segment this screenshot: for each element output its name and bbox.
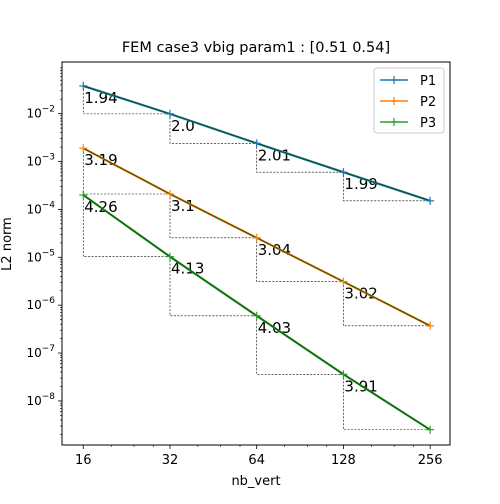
data-point [339,277,348,286]
legend-label: P1 [420,74,436,89]
x-tick-label: 16 [75,453,92,468]
legend-label: P3 [420,116,436,131]
slope-label: 3.19 [84,151,117,169]
slope-triangle [256,237,344,282]
data-point [339,168,348,177]
slope-label: 3.04 [258,241,291,259]
slope-label: 2.0 [171,117,195,135]
legend: P1 P2 P3 [373,67,445,134]
y-tick-label: 10−5 [26,248,55,264]
y-axis-label: L2 norm [0,217,15,271]
slope-label: 3.02 [344,285,377,303]
plot-frame [61,61,451,446]
x-tick-label: 64 [248,453,265,468]
slope-label: 3.1 [171,197,195,215]
data-point [165,109,174,118]
data-point [339,370,348,379]
slope-triangle [169,193,257,239]
plot-layer: 16 32 64 128 256 10−8 10−7 10−6 10−5 10−4 10−3 10−2… [26,61,451,468]
slope-triangle [82,85,170,115]
slope-triangle [343,281,431,327]
data-point [165,252,174,261]
legend-item: P3 [380,116,436,131]
slope-triangle [343,172,431,202]
data-point [79,144,88,153]
y-tick-label: 10−2 [26,105,55,121]
x-axis-label: nb_vert [231,474,280,489]
y-tick-label: 10−7 [26,344,55,360]
slope-triangle [169,113,257,144]
legend-item: P1 [380,74,436,89]
data-point [165,189,174,198]
slope-triangle [169,256,257,317]
legend-box [373,67,445,134]
slope-triangle [82,195,170,257]
legend-label: P2 [420,95,436,110]
data-point [252,311,261,320]
data-point [426,196,435,205]
data-point [252,233,261,242]
y-tick-label: 10−3 [26,153,55,169]
data-point [79,191,88,200]
chart-title: FEM case3 vbig param1 : [0.51 0.54] [122,40,390,56]
y-tick-label: 10−6 [26,296,55,312]
y-tick-label: 10−8 [26,392,55,408]
slope-triangle [256,143,344,173]
x-tick-label: 32 [162,453,179,468]
data-point [79,81,88,90]
data-point [252,139,261,148]
data-point [426,321,435,330]
x-tick-label: 256 [418,453,443,468]
y-tick-label: 10−4 [26,200,55,216]
slope-triangle [343,374,431,431]
legend-item: P2 [380,95,436,110]
data-point [426,425,435,434]
slope-label: 2.01 [258,146,291,164]
x-tick-label: 128 [331,453,356,468]
slope-triangle [256,315,344,375]
